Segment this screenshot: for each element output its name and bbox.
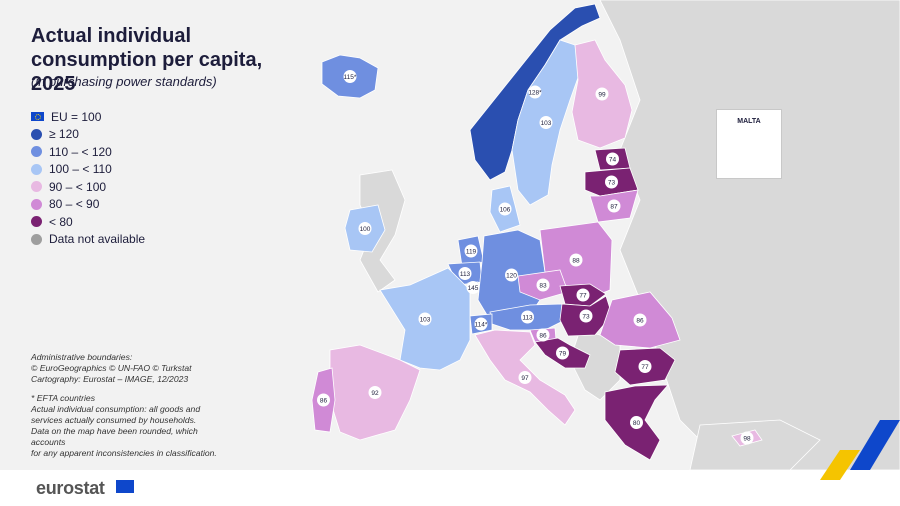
value-text: 128* [528,89,542,96]
legend-item-90-100: 90 – < 100 [31,178,145,196]
eurostat-logo: eurostat [36,478,105,498]
value-label: 115* [343,70,357,83]
legend-dot [31,233,42,245]
value-text: 103 [541,120,552,127]
legend-item-100-110: 100 – < 110 [31,161,145,179]
decorative-stripes [820,420,900,480]
map-title: Actual individual consumption per capita… [31,25,263,95]
legend-item-lt80: < 80 [31,213,145,231]
legend-item-ge120: ≥ 120 [31,126,145,144]
value-text: 120 [506,272,517,279]
legend-item-eu: EU = 100 [31,108,145,126]
legend-dot [31,198,42,210]
value-label: 92 [368,386,382,399]
value-text: 113 [460,271,471,278]
value-label: 113 [521,310,534,324]
value-text: 119 [466,248,477,255]
legend-dot [31,128,42,140]
value-label: 83 [536,278,550,292]
value-label: 73 [605,175,618,189]
value-text: 103 [420,316,431,323]
non-eu-land [359,0,900,470]
legend-item-80-90: 80 – < 90 [31,196,145,214]
value-label: 77 [576,288,590,302]
value-label: 99 [595,87,609,101]
value-text: 86 [636,317,644,324]
value-text: 99 [598,91,606,98]
eu-flag-icon [116,480,134,493]
value-text: 87 [610,203,618,210]
value-label: 128* [528,85,542,99]
value-text: 114* [475,321,488,328]
value-text: 86 [320,397,328,404]
value-text: 92 [371,390,379,397]
value-label: 103 [539,116,553,129]
legend-dot [31,181,42,193]
value-label: 120 [505,268,518,282]
legend-item-na: Data not available [31,231,145,249]
country-norway [469,3,601,181]
map-notes: Administrative boundaries: © EuroGeograp… [31,352,217,458]
value-label: 86 [317,393,330,407]
value-label: 106 [498,202,512,216]
value-label: 145 [466,281,480,294]
value-text: 80 [633,420,641,427]
value-text: 97 [521,375,529,382]
value-text: 98 [743,435,751,442]
value-label: 74 [606,152,619,166]
europe-map: 115* 128* 103 99 74 73 87 106 100 119 113 145 120 88 8… [311,0,900,470]
value-text: 73 [608,179,616,186]
value-label: 103 [418,312,432,326]
value-label: 88 [569,253,583,267]
footer [0,470,900,506]
map-subtitle: (in purchasing power standards) [31,74,217,89]
eu-flag-icon [31,112,44,122]
value-label: 80 [630,416,643,429]
value-label: 73 [579,309,593,323]
legend: EU = 100 ≥ 120 110 – < 120 100 – < 110 9… [31,108,145,248]
malta-inset: MALTA [716,109,782,179]
value-label: 119 [464,244,478,258]
value-label: 87 [607,199,621,213]
value-text: 115* [344,74,357,81]
value-text: 113 [522,314,533,321]
value-text: 74 [609,156,617,163]
value-text: 73 [582,313,590,320]
value-text: 83 [539,282,547,289]
value-text: 79 [559,350,567,357]
value-label: 113 [458,267,472,280]
legend-item-110-120: 110 – < 120 [31,143,145,161]
inset-title: MALTA [737,118,761,125]
value-text: 145 [468,285,479,292]
legend-dot [31,163,42,175]
value-label: 86 [633,313,647,327]
value-text: 77 [641,364,649,371]
value-label: 98 [740,431,754,445]
value-text: 100 [360,226,371,233]
value-label: 77 [638,360,652,373]
legend-dot [31,216,42,228]
value-label: 114* [474,317,488,331]
legend-dot [31,146,42,158]
value-label: 79 [556,346,569,360]
value-label: 100 [358,222,372,235]
value-text: 86 [539,332,547,339]
value-text: 88 [572,257,580,264]
value-text: 106 [500,206,511,213]
value-label: 97 [518,371,532,384]
value-text: 77 [579,292,587,299]
value-label: 86 [536,328,550,342]
